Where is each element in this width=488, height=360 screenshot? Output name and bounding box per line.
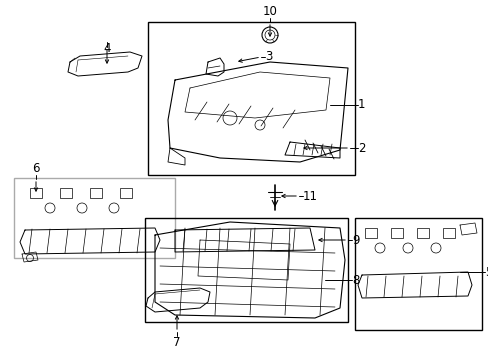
Text: 4: 4 — [103, 42, 110, 55]
Text: 6: 6 — [32, 162, 40, 175]
Text: 1: 1 — [357, 99, 365, 112]
Bar — [416, 228, 428, 238]
Bar — [60, 188, 72, 198]
Text: 8: 8 — [351, 274, 359, 287]
Bar — [145, 218, 347, 322]
Text: 5: 5 — [484, 266, 488, 279]
Bar — [354, 218, 481, 330]
Text: 7: 7 — [173, 336, 181, 349]
Bar — [120, 188, 132, 198]
Bar — [90, 188, 102, 198]
Bar — [442, 228, 454, 238]
Text: 10: 10 — [262, 5, 277, 18]
Bar — [148, 22, 354, 175]
Bar — [30, 188, 42, 198]
Text: 3: 3 — [264, 50, 272, 63]
Text: 9: 9 — [351, 234, 359, 247]
Text: 2: 2 — [357, 141, 365, 154]
Bar — [14, 178, 175, 258]
Text: 11: 11 — [303, 189, 317, 202]
Bar — [390, 228, 402, 238]
Bar — [364, 228, 376, 238]
